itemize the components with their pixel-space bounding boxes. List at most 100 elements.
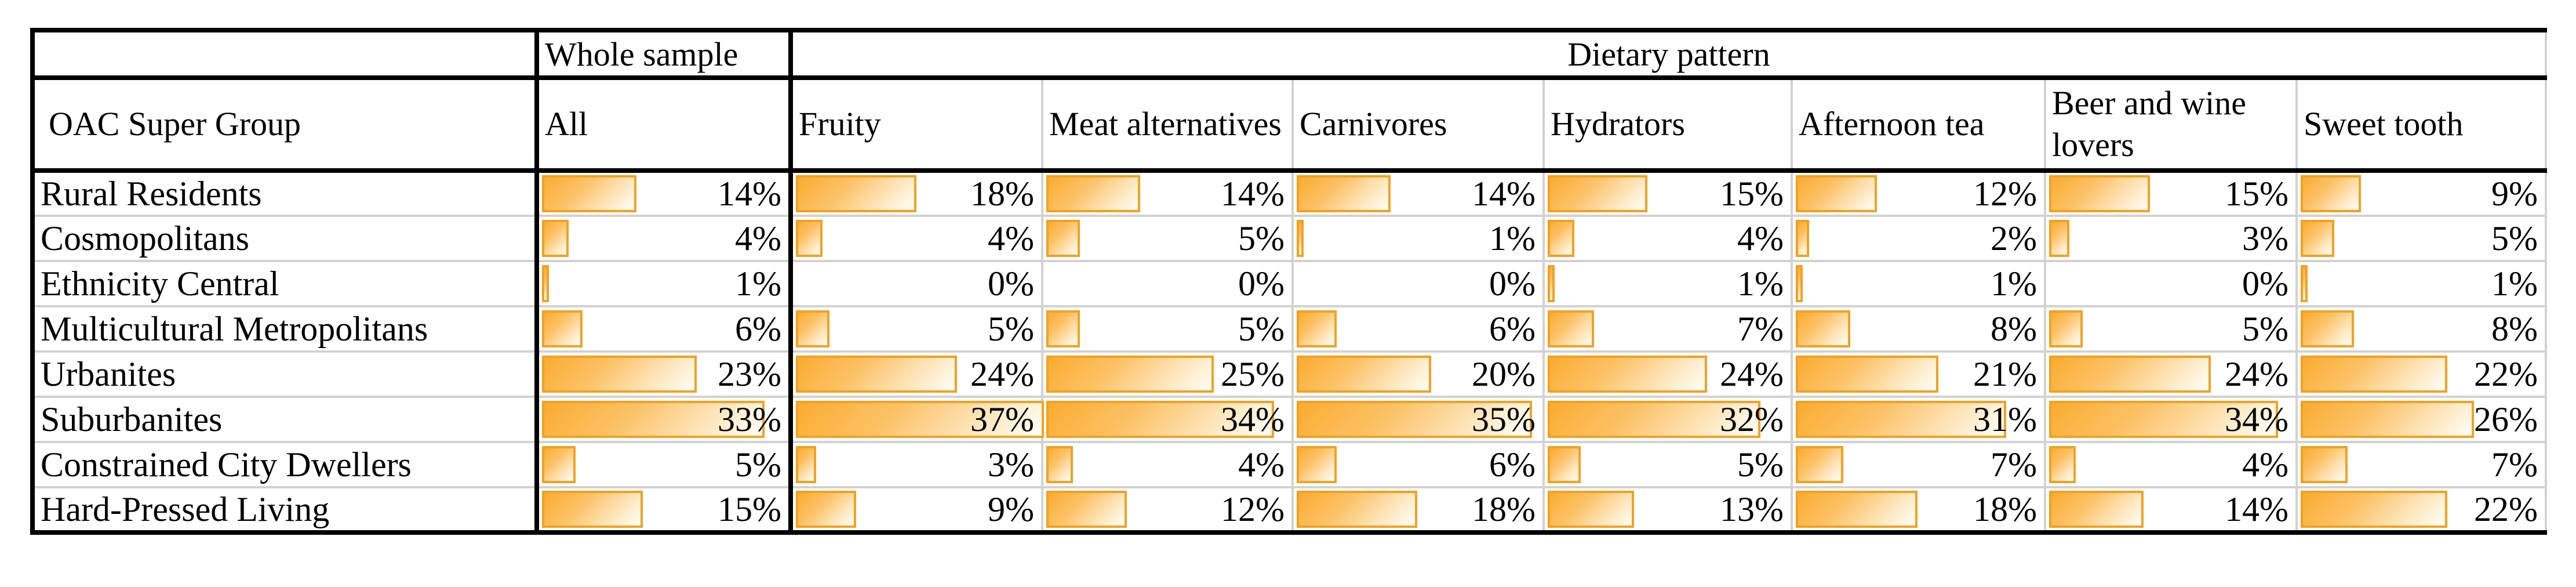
value-cell-afternoon-tea: 2% [1792, 216, 2046, 262]
value-text: 5% [2242, 309, 2288, 348]
value-cell-sweet-tooth: 7% [2297, 442, 2546, 488]
data-bar [2301, 265, 2308, 302]
value-text: 6% [1489, 309, 1536, 348]
value-text: 6% [1489, 445, 1536, 484]
value-text: 23% [718, 354, 781, 393]
data-bar [542, 401, 765, 438]
value-text: 25% [1221, 354, 1285, 393]
group-header-row: Whole sample Dietary pattern [32, 30, 2546, 80]
value-text: 18% [1973, 490, 2037, 528]
column-header-meat-alternatives: Meat alternatives [1042, 78, 1294, 173]
value-text: 13% [1720, 490, 1784, 528]
value-cell-sweet-tooth: 22% [2297, 352, 2546, 398]
data-bar [542, 175, 636, 212]
row-label: Cosmopolitans [32, 216, 539, 262]
table-row-cosmopolitans: Cosmopolitans 4% 4% 5% 1% 4% 2% 3% 5% [32, 216, 2546, 262]
data-bar [1046, 446, 1074, 483]
row-label: Constrained City Dwellers [32, 442, 539, 488]
row-label: Multicultural Metropolitans [32, 306, 539, 353]
column-header-hydrators: Hydrators [1544, 78, 1793, 173]
table-row-suburbanites: Suburbanites 33% 37% 34% 35% 32% 31% 34% 26% [32, 397, 2546, 443]
data-bar [2301, 310, 2355, 347]
value-text: 22% [2474, 490, 2538, 528]
value-text: 5% [1238, 309, 1285, 348]
data-bar [796, 175, 916, 212]
data-bar [1548, 491, 1634, 528]
value-text: 18% [1472, 490, 1536, 528]
value-cell-meat-alternatives: 12% [1042, 487, 1294, 532]
data-bar [1297, 401, 1532, 438]
data-bar [796, 446, 816, 483]
data-bar [1297, 446, 1337, 483]
row-label: Suburbanites [32, 397, 539, 443]
data-bar [2301, 356, 2448, 393]
value-text: 22% [2474, 354, 2538, 393]
value-text: 7% [2491, 445, 2538, 484]
value-text: 1% [2491, 264, 2538, 303]
value-cell-carnivores: 1% [1293, 216, 1545, 262]
column-header-afternoon-tea: Afternoon tea [1792, 78, 2046, 173]
value-text: 31% [1973, 400, 2037, 439]
column-header-carnivores: Carnivores [1293, 78, 1545, 173]
data-bar [796, 310, 829, 347]
value-cell-beer-and-wine-lovers: 24% [2045, 352, 2298, 398]
value-cell-carnivores: 18% [1293, 487, 1545, 532]
value-text: 4% [2242, 445, 2288, 484]
value-cell-meat-alternatives: 5% [1042, 216, 1294, 262]
value-text: 24% [2225, 354, 2288, 393]
value-cell-sweet-tooth: 1% [2297, 261, 2546, 307]
column-header-row: OAC Super Group All Fruity Meat alternativ… [32, 78, 2546, 173]
value-cell-fruity: 3% [791, 442, 1043, 488]
value-text: 15% [718, 490, 781, 528]
value-text: 14% [2225, 490, 2288, 528]
value-text: 24% [970, 354, 1034, 393]
value-text: 15% [1720, 174, 1784, 213]
value-cell-fruity: 24% [791, 352, 1043, 398]
data-bar [1796, 356, 1938, 393]
value-text: 0% [1238, 264, 1285, 303]
data-bar [1046, 220, 1080, 257]
data-bar [1796, 265, 1803, 302]
value-text: 4% [1737, 219, 1784, 258]
data-bar [2301, 401, 2475, 438]
value-cell-beer-and-wine-lovers: 14% [2045, 487, 2298, 532]
data-bar [1796, 310, 1850, 347]
value-cell-all: 5% [537, 442, 793, 488]
value-cell-beer-and-wine-lovers: 0% [2045, 261, 2298, 307]
data-bar [1046, 401, 1275, 438]
data-bar [1046, 175, 1140, 212]
table-row-ethnicity-central: Ethnicity Central 1% 0% 0% 0% 1% 1% 0% 1% [32, 261, 2546, 307]
data-bar [2301, 446, 2348, 483]
data-bar [1548, 446, 1581, 483]
data-bar [2049, 401, 2279, 438]
value-text: 12% [1221, 490, 1285, 528]
value-cell-carnivores: 35% [1293, 397, 1545, 443]
data-bar [1548, 356, 1708, 393]
value-cell-hydrators: 5% [1544, 442, 1793, 488]
data-bar [1297, 175, 1391, 212]
value-cell-carnivores: 20% [1293, 352, 1545, 398]
table-row-constrained-city-dwellers: Constrained City Dwellers 5% 3% 4% 6% 5% 7% 4% 7… [32, 442, 2546, 488]
value-cell-meat-alternatives: 4% [1042, 442, 1294, 488]
value-cell-carnivores: 6% [1293, 306, 1545, 353]
value-cell-meat-alternatives: 0% [1042, 261, 1294, 307]
value-text: 5% [988, 309, 1034, 348]
value-cell-hydrators: 1% [1544, 261, 1793, 307]
value-text: 6% [735, 309, 781, 348]
value-cell-sweet-tooth: 9% [2297, 171, 2546, 217]
value-text: 4% [1238, 445, 1285, 484]
value-cell-meat-alternatives: 14% [1042, 171, 1294, 217]
data-bar [1297, 220, 1304, 257]
value-text: 37% [970, 400, 1034, 439]
value-cell-hydrators: 7% [1544, 306, 1793, 353]
value-cell-sweet-tooth: 5% [2297, 216, 2546, 262]
data-bar [2049, 310, 2083, 347]
value-cell-all: 4% [537, 216, 793, 262]
data-bar [1796, 175, 1878, 212]
value-cell-carnivores: 14% [1293, 171, 1545, 217]
value-cell-beer-and-wine-lovers: 3% [2045, 216, 2298, 262]
value-cell-carnivores: 0% [1293, 261, 1545, 307]
value-text: 8% [2491, 309, 2538, 348]
column-header-beer-and-wine-lovers: Beer and wine lovers [2045, 78, 2298, 173]
